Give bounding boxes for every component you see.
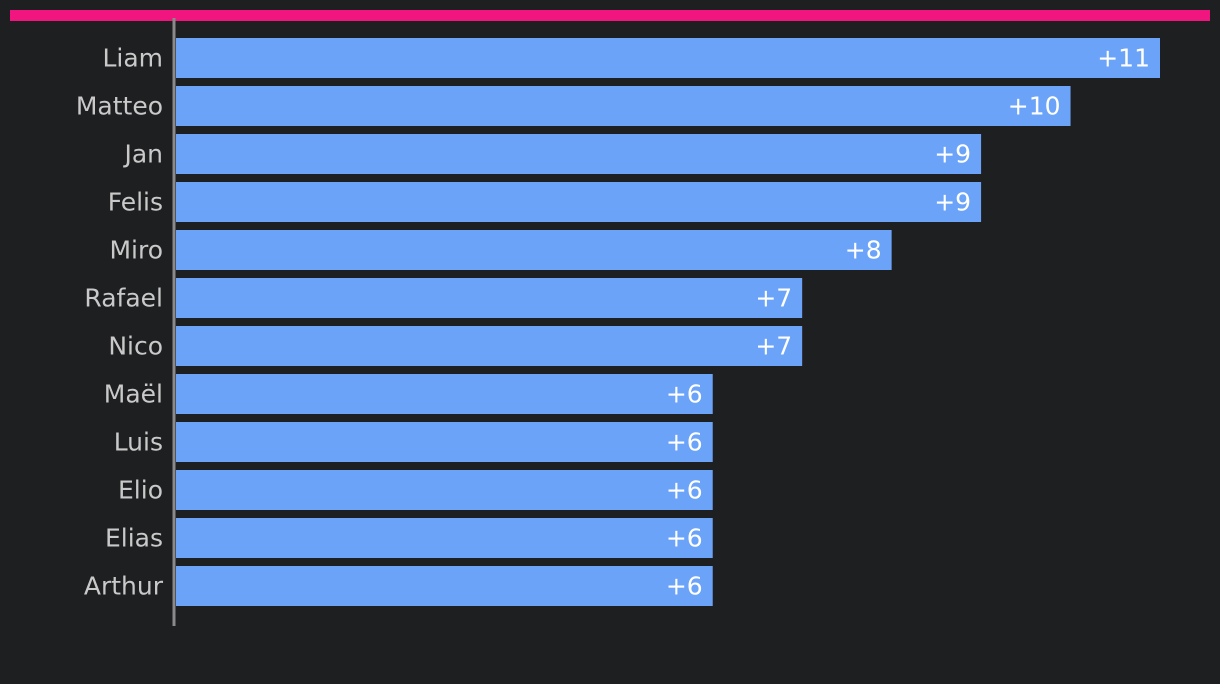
value-label: +6: [666, 524, 703, 553]
bar: [176, 566, 713, 606]
category-label: Jan: [122, 140, 163, 169]
value-label: +9: [934, 188, 971, 217]
value-label: +10: [1008, 92, 1061, 121]
category-label: Rafael: [84, 284, 163, 313]
category-label: Miro: [109, 236, 163, 265]
category-label: Elias: [105, 524, 163, 553]
value-label: +6: [666, 572, 703, 601]
category-label: Nico: [108, 332, 163, 361]
bar: [176, 278, 803, 318]
bar: [176, 38, 1160, 78]
category-label: Liam: [102, 44, 163, 73]
category-label: Elio: [118, 476, 163, 505]
value-label: +7: [755, 284, 792, 313]
bar: [176, 230, 892, 270]
category-label: Maël: [104, 380, 163, 409]
bar: [176, 470, 713, 510]
category-label: Arthur: [84, 572, 164, 601]
bar: [176, 134, 982, 174]
accent-bar: [10, 10, 1210, 21]
value-label: +8: [845, 236, 882, 265]
bar: [176, 86, 1071, 126]
value-label: +9: [934, 140, 971, 169]
bar: [176, 374, 713, 414]
value-label: +6: [666, 428, 703, 457]
bar: [176, 422, 713, 462]
value-label: +6: [666, 380, 703, 409]
bar: [176, 518, 713, 558]
bar: [176, 182, 982, 222]
bar: [176, 326, 803, 366]
category-label: Matteo: [76, 92, 163, 121]
category-label: Felis: [108, 188, 163, 217]
value-label: +11: [1097, 44, 1150, 73]
category-label: Luis: [114, 428, 163, 457]
value-label: +6: [666, 476, 703, 505]
value-label: +7: [755, 332, 792, 361]
